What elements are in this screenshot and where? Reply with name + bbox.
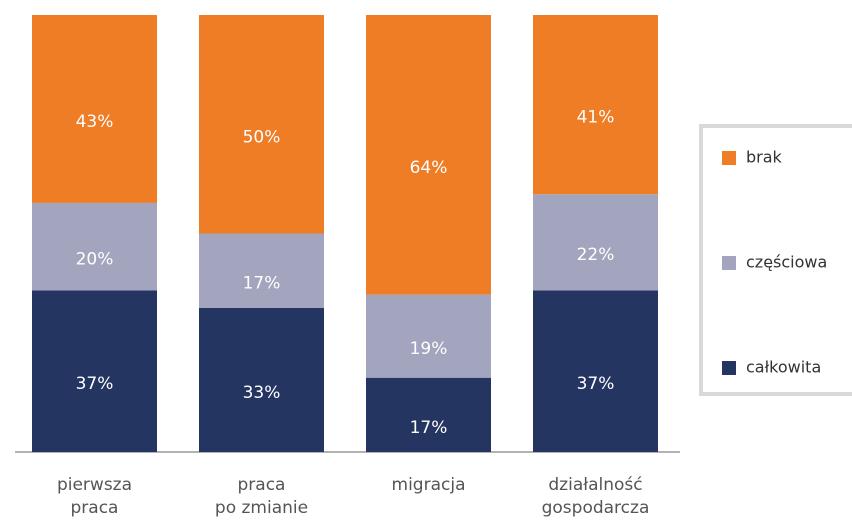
- bar-segment: [32, 202, 157, 291]
- legend-swatch: [722, 361, 736, 375]
- bar-segment: [366, 294, 491, 378]
- value-label: 64%: [410, 158, 448, 178]
- bar-segment: [366, 377, 491, 452]
- value-label: 41%: [577, 108, 615, 128]
- value-label: 33%: [243, 383, 281, 403]
- bar-segment: [199, 233, 324, 308]
- legend-swatch: [722, 151, 736, 165]
- value-label: 20%: [76, 250, 114, 270]
- value-label: 22%: [577, 245, 615, 265]
- bar-segment: [32, 15, 157, 203]
- x-tick-label: działalność gospodarcza: [541, 475, 650, 518]
- value-label: 43%: [76, 112, 114, 132]
- value-label: 37%: [577, 374, 615, 394]
- bar-segment: [32, 290, 157, 452]
- value-label: 17%: [243, 274, 281, 294]
- bar-segment: [533, 194, 658, 291]
- legend-swatch: [722, 256, 736, 270]
- bar-segment: [366, 15, 491, 295]
- bar-segment: [199, 15, 324, 234]
- bar-segment: [533, 290, 658, 452]
- x-tick-label: migracja: [391, 475, 466, 495]
- value-label: 17%: [410, 418, 448, 438]
- bar-segment: [533, 15, 658, 195]
- legend-label: całkowita: [746, 358, 821, 377]
- legend-label: częściowa: [746, 253, 827, 272]
- value-label: 50%: [243, 127, 281, 147]
- value-label: 19%: [410, 339, 448, 359]
- x-tick-label: praca po zmianie: [214, 475, 309, 518]
- bar-segment: [199, 307, 324, 452]
- x-tick-label: pierwsza praca: [56, 475, 133, 518]
- legend-label: brak: [746, 148, 783, 167]
- value-label: 37%: [76, 374, 114, 394]
